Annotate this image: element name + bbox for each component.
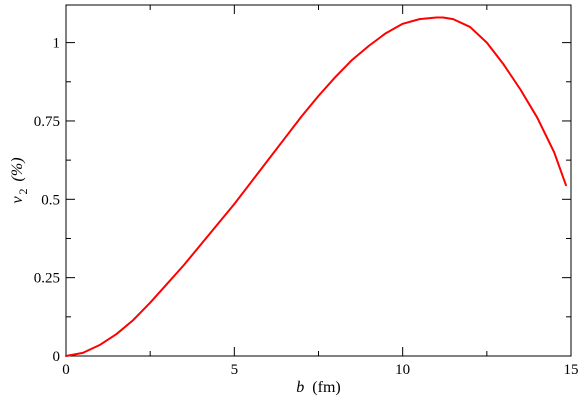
x-axis-label: b (fm): [296, 379, 340, 396]
x-tick-label: 15: [564, 362, 579, 378]
y-tick-label: 1: [53, 36, 61, 52]
plot-frame: [65, 4, 572, 357]
y-tick-label: 0.5: [41, 192, 60, 208]
x-tick-label: 0: [62, 362, 70, 378]
y-tick-label: 0: [53, 349, 61, 365]
y-tick-label: 0.25: [34, 271, 60, 287]
series-line-0: [65, 16, 567, 357]
y-tick-label: 0.75: [34, 114, 60, 130]
x-tick-label: 5: [231, 362, 239, 378]
x-tick-label: 10: [395, 362, 410, 378]
y-axis-label: v2(%): [9, 157, 30, 203]
